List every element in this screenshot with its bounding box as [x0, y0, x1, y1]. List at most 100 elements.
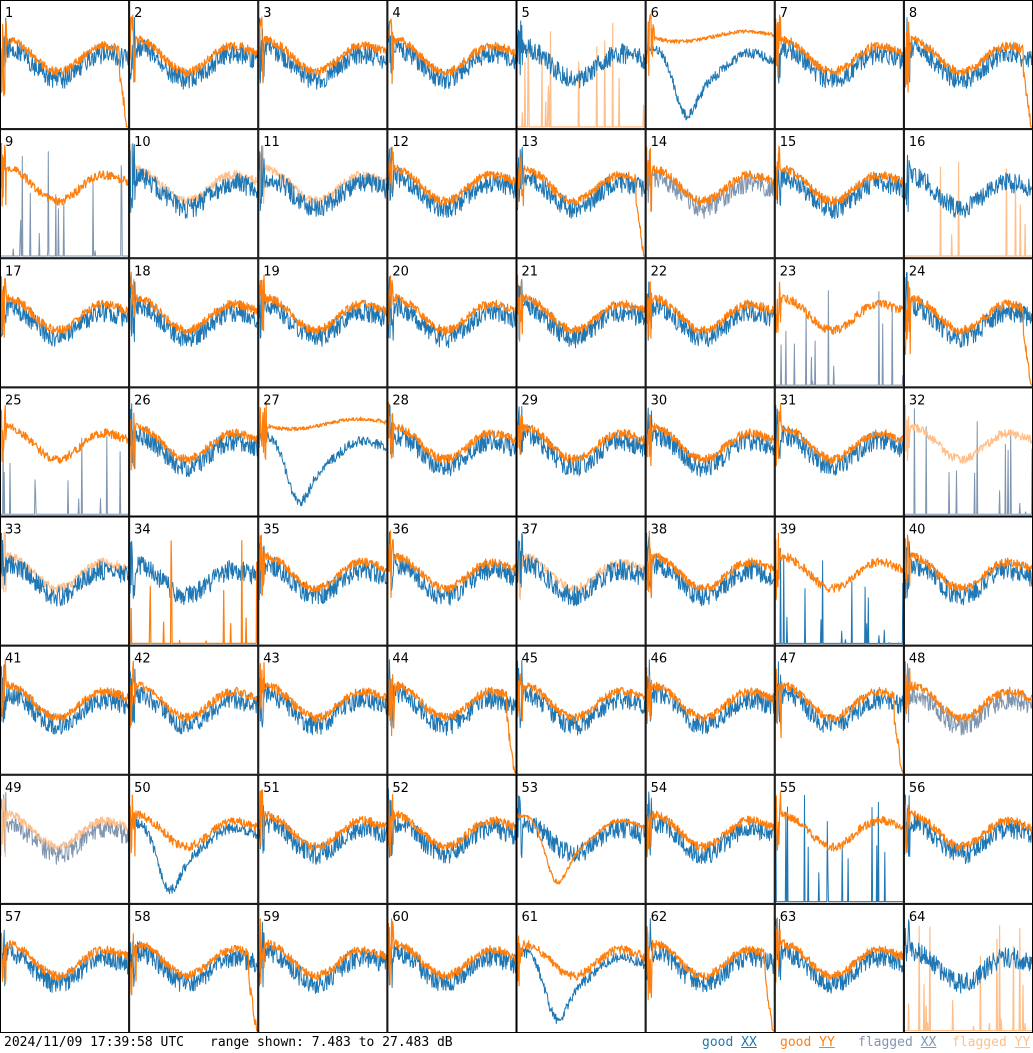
trace-63-yy-good [775, 917, 904, 983]
panel-traces [775, 532, 904, 644]
panel-label: 30 [651, 393, 668, 408]
trace-32-xx-flagged [904, 408, 1033, 515]
panel-9: 9 [0, 129, 130, 259]
panel-traces [775, 281, 904, 386]
trace-49-yy-flagged [0, 797, 129, 858]
trace-12-xx-good [387, 147, 516, 218]
trace-21-yy-good [516, 274, 646, 342]
trace-5-xx-good [517, 20, 646, 89]
trace-7-yy-good [775, 14, 904, 78]
trace-8-xx-good [904, 17, 1033, 89]
legend-flagged-xx: flagged XX [858, 1035, 937, 1050]
panel-border [645, 258, 775, 388]
panel-label: 62 [651, 910, 668, 925]
panel-10: 10 [129, 129, 259, 259]
panel-border [516, 129, 646, 259]
panel-label: 20 [392, 264, 409, 279]
trace-1-yy-good [0, 21, 129, 128]
panel-60: 60 [387, 903, 517, 1033]
panel-traces [129, 271, 258, 347]
trace-14-xx-flagged [646, 149, 775, 219]
panel-label: 12 [392, 135, 409, 150]
panel-64: 64 [903, 903, 1033, 1033]
panel-border [516, 258, 646, 388]
trace-42-yy-good [129, 660, 258, 728]
panel-24: 24 [903, 258, 1033, 388]
panel-border [129, 645, 259, 775]
trace-6-xx-good [646, 43, 775, 121]
trace-40-yy-good [904, 534, 1033, 593]
trace-2-yy-good [129, 14, 258, 83]
panel-traces [646, 13, 775, 121]
trace-18-xx-good [129, 275, 258, 347]
legend-good-yy: good YY [780, 1035, 835, 1050]
trace-20-yy-good [387, 275, 517, 335]
trace-56-yy-good [904, 804, 1033, 855]
panel-label: 1 [5, 6, 13, 21]
panel-15: 15 [774, 129, 904, 259]
panel-42: 42 [129, 645, 259, 775]
panel-label: 24 [909, 264, 926, 279]
panel-3: 3 [258, 0, 388, 130]
panel-traces [258, 145, 387, 217]
panel-label: 45 [522, 652, 539, 667]
trace-43-xx-good [258, 678, 387, 736]
trace-33-xx-good [0, 532, 129, 607]
trace-19-xx-good [258, 284, 387, 347]
trace-27-yy-good [258, 402, 387, 460]
panel-traces [258, 274, 387, 347]
panel-border [0, 387, 130, 517]
panel-border [387, 516, 517, 646]
trace-36-xx-good [387, 531, 516, 606]
trace-63-xx-good [775, 918, 904, 994]
trace-47-yy-good [775, 668, 904, 773]
panel-border [387, 129, 517, 259]
trace-42-xx-good [129, 668, 258, 735]
panel-label: 3 [263, 6, 271, 21]
panel-7: 7 [774, 0, 904, 130]
trace-3-xx-good [258, 17, 387, 90]
panel-label: 39 [780, 523, 797, 538]
trace-51-xx-good [258, 798, 387, 865]
panel-28: 28 [387, 387, 517, 517]
trace-61-xx-good [517, 947, 646, 1025]
panel-label: 55 [780, 781, 797, 796]
panel-39: 39 [774, 516, 904, 646]
panel-31: 31 [774, 387, 904, 517]
panel-traces [775, 145, 904, 220]
trace-60-xx-good [387, 936, 516, 992]
panel-border [129, 129, 259, 259]
panel-traces [775, 791, 904, 903]
panel-13: 13 [516, 129, 646, 259]
trace-46-xx-good [646, 659, 775, 735]
panel-58: 58 [129, 903, 259, 1033]
panel-border [258, 0, 388, 130]
panel-14: 14 [645, 129, 775, 259]
trace-9-xx-flagged [1, 151, 129, 257]
panel-traces [646, 791, 775, 864]
panel-border [0, 903, 130, 1033]
trace-6-yy-good [646, 13, 775, 76]
trace-44-yy-good [387, 674, 516, 774]
panel-label: 10 [134, 135, 151, 150]
panel-18: 18 [129, 258, 259, 388]
trace-26-xx-good [129, 403, 258, 478]
panel-border [645, 0, 775, 130]
panel-border [0, 129, 130, 259]
panel-21: 21 [516, 258, 646, 388]
trace-47-xx-good [775, 661, 904, 733]
panel-56: 56 [903, 774, 1033, 904]
panel-label: 23 [780, 264, 797, 279]
panel-26: 26 [129, 387, 259, 517]
trace-22-xx-good [646, 281, 775, 348]
panel-border [774, 387, 904, 517]
panel-19: 19 [258, 258, 388, 388]
panel-traces [775, 917, 904, 994]
trace-15-yy-good [775, 145, 904, 206]
panel-51: 51 [258, 774, 388, 904]
panel-traces [517, 20, 646, 128]
panel-label: 57 [5, 910, 22, 925]
panel-label: 61 [522, 910, 539, 925]
trace-25-yy-good [0, 405, 129, 464]
